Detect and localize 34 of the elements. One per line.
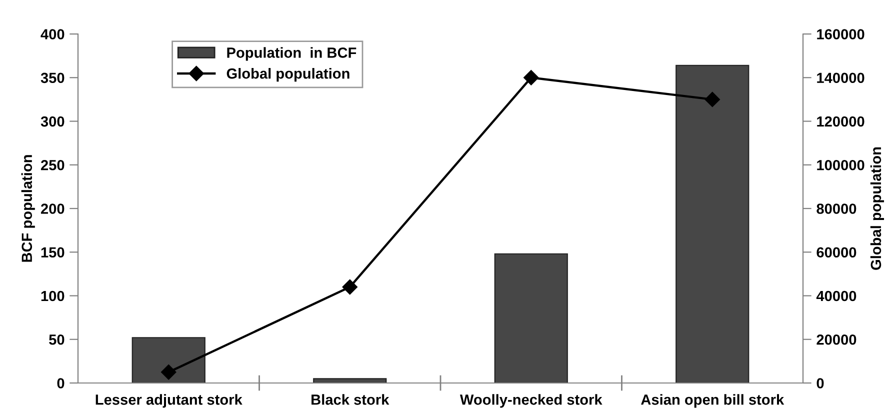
- y-tick-label: 50: [49, 334, 64, 345]
- y2-tick-label: 80000: [816, 204, 856, 214]
- x-tick-label: Black stork: [312, 394, 390, 405]
- x-tick-label: Asian open bill stork: [641, 394, 784, 408]
- y-tick-label: 400: [40, 29, 64, 40]
- bar: [676, 64, 750, 383]
- y2-tick-label: 40000: [816, 290, 856, 302]
- x-tick-label: Woolly-necked stork: [460, 394, 602, 408]
- y-tick-label: 0: [57, 378, 64, 388]
- y2-tick-label: 60000: [816, 247, 856, 258]
- point: [161, 364, 176, 380]
- y2-tick-label: 120000: [817, 116, 864, 127]
- y2-tick-label: 0: [816, 378, 824, 388]
- y-tick-label: 350: [40, 72, 64, 84]
- bar: [494, 253, 568, 383]
- y2-tick-label: 140000: [817, 72, 864, 84]
- y2-tick-label: 100000: [817, 160, 864, 170]
- y2-tick-label: 160000: [817, 29, 864, 40]
- y-tick-label: 200: [40, 204, 64, 214]
- legend-label: Global population: [226, 68, 350, 82]
- bar: [313, 378, 387, 383]
- y-tick-label: 300: [40, 116, 64, 127]
- y-tick-label: 100: [41, 290, 64, 302]
- y-axis-title: BCF population: [21, 155, 35, 262]
- point: [342, 279, 358, 295]
- y-tick-label: 150: [41, 247, 64, 258]
- x-tick-label: Lesser adjutant stork: [96, 394, 242, 408]
- bar: [132, 337, 206, 383]
- y2-axis-title: Global population: [870, 147, 884, 270]
- y2-tick-label: 20000: [816, 334, 856, 345]
- y-tick-label: 250: [40, 160, 64, 170]
- point: [704, 92, 720, 108]
- legend-label: Population in BCF: [227, 47, 356, 61]
- point: [524, 70, 539, 86]
